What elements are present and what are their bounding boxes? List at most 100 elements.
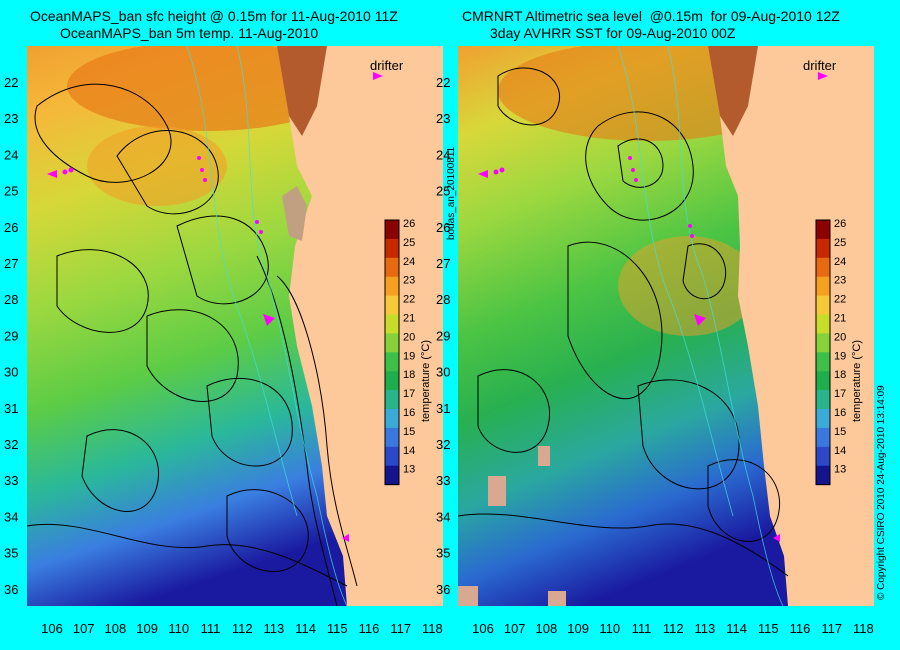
colorbar-swatch — [816, 465, 830, 486]
colorbar-swatch — [816, 220, 830, 240]
left-drifter-marker — [259, 230, 263, 234]
lon-tick-label: 107 — [73, 621, 95, 636]
right-colorbar-label: temperature (°C) — [851, 340, 863, 422]
lon-tick-label: 114 — [726, 621, 747, 636]
right-contour — [682, 243, 727, 300]
lon-tick-label: 110 — [168, 621, 189, 636]
left-drifter-label: drifter — [370, 58, 404, 73]
lat-tick-label: 32 — [4, 437, 18, 452]
colorbar-tick-label: 20 — [403, 331, 415, 343]
lat-tick-label: 27 — [4, 256, 18, 271]
right-colorbar: 26 25 24 23 22 21 20 19 18 17 16 15 14 13 temperature… — [815, 218, 863, 486]
left-contour — [276, 275, 358, 587]
left-drifter-marker — [342, 534, 349, 542]
colorbar-swatch — [816, 390, 830, 410]
lat-tick-label: 34 — [436, 509, 450, 524]
colorbar-swatch — [816, 276, 830, 297]
lon-tick-label: 111 — [632, 621, 652, 636]
right-drifter-marker — [499, 167, 505, 173]
right-cloud-patches — [458, 446, 566, 606]
left-drifter-marker — [203, 178, 207, 182]
right-land — [708, 46, 874, 606]
right-drifter-marker — [773, 534, 780, 542]
colorbar-swatch — [385, 257, 399, 278]
lon-tick-label: 106 — [41, 621, 63, 636]
right-contour — [617, 138, 664, 188]
colorbar-frame — [815, 219, 831, 486]
left-contour — [34, 83, 172, 183]
left-drifter-marker — [255, 220, 259, 224]
colorbar-swatch — [816, 446, 830, 467]
lon-tick-label: 114 — [295, 621, 316, 636]
right-drifters — [478, 72, 828, 542]
lon-tick-label: 108 — [536, 621, 558, 636]
right-drifter-marker — [634, 178, 638, 182]
right-contour — [497, 67, 561, 126]
colorbar-frame — [384, 219, 400, 486]
left-warm-patch-2 — [87, 126, 227, 206]
colorbar-swatch — [385, 352, 399, 372]
lat-tick-label: 35 — [436, 546, 450, 561]
lat-tick-label: 22 — [4, 75, 18, 90]
left-drifter-legend-marker — [373, 72, 383, 80]
colorbar-tick-label: 19 — [403, 350, 415, 362]
colorbar-swatch — [816, 238, 830, 259]
right-cloud — [488, 476, 506, 506]
right-cloud — [538, 446, 550, 466]
colorbar-swatch — [816, 314, 830, 334]
left-contour — [81, 429, 159, 512]
left-colorbar-swatches — [384, 219, 400, 486]
left-title-line2: OceanMAPS_ban 5m temp. 11-Aug-2010 — [60, 25, 319, 41]
lat-tick-label: 27 — [436, 256, 450, 271]
colorbar-tick-label: 14 — [834, 445, 846, 457]
right-contour — [585, 111, 694, 221]
left-contour — [206, 377, 293, 467]
colorbar-tick-label: 13 — [403, 464, 415, 476]
right-drifter-marker — [628, 156, 632, 160]
colorbar-swatch — [385, 276, 399, 297]
lon-tick-label: 109 — [136, 621, 158, 636]
lat-tick-label: 30 — [436, 365, 450, 380]
lat-tick-label: 26 — [436, 220, 450, 235]
lat-tick-label: 34 — [4, 509, 18, 524]
lat-tick-label: 23 — [4, 111, 18, 126]
left-warm-patch — [67, 46, 347, 131]
side-label: bodas_an_20100811 — [446, 146, 457, 240]
lon-tick-label: 108 — [105, 621, 127, 636]
lat-tick-label: 25 — [436, 184, 450, 199]
left-drifter-marker — [200, 168, 204, 172]
colorbar-tick-label: 19 — [834, 350, 846, 362]
colorbar-tick-label: 18 — [834, 369, 846, 381]
lat-tick-label: 36 — [4, 582, 18, 597]
lat-tick-label: 33 — [436, 473, 450, 488]
right-cloud — [458, 586, 478, 606]
right-cloud — [548, 591, 566, 606]
left-drifter-marker — [68, 167, 74, 173]
left-drifter-marker — [263, 314, 275, 326]
lon-tick-label: 116 — [359, 621, 380, 636]
lon-tick-label: 113 — [264, 621, 285, 636]
lat-tick-label: 24 — [4, 147, 18, 162]
lon-tick-label: 106 — [472, 621, 494, 636]
right-title-line2: 3day AVHRR SST for 09-Aug-2010 00Z — [490, 25, 736, 41]
colorbar-tick-label: 23 — [834, 275, 846, 287]
left-map-panel: drifter 26 25 24 23 22 21 20 19 18 17 16 15 14 13 tem… — [27, 46, 443, 606]
right-contours — [458, 67, 789, 577]
lat-tick-label: 28 — [436, 292, 450, 307]
lat-tick-label: 33 — [4, 473, 18, 488]
lat-tick-label: 28 — [4, 292, 18, 307]
lon-tick-label: 116 — [790, 621, 811, 636]
lat-tick-label: 25 — [4, 184, 18, 199]
left-drifter-marker — [62, 169, 68, 175]
colorbar-tick-label: 14 — [403, 445, 415, 457]
left-drifter-marker — [197, 156, 201, 160]
colorbar-tick-label: 26 — [834, 218, 846, 230]
left-drifter-marker — [47, 170, 57, 178]
left-contour — [226, 489, 309, 572]
right-title-line1: CMRNRT Altimetric sea level @0.15m for 0… — [462, 8, 840, 24]
left-colorbar: 26 25 24 23 22 21 20 19 18 17 16 15 14 13 temperature… — [384, 218, 432, 486]
right-drifter-marker — [690, 234, 694, 238]
lat-tick-label: 22 — [436, 75, 450, 90]
colorbar-tick-label: 25 — [403, 237, 415, 249]
